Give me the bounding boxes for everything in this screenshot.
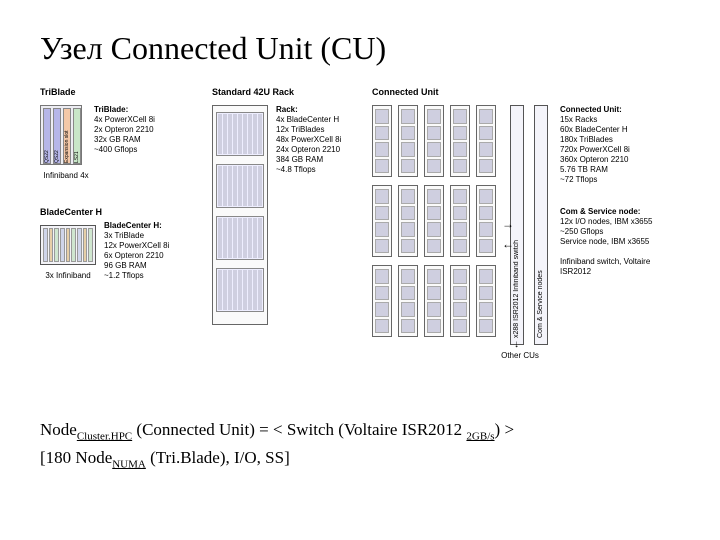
rack-shelf — [216, 268, 264, 312]
blade-slot — [43, 228, 48, 262]
blade-slot — [71, 228, 76, 262]
com-service-box: Com & Service nodes — [534, 105, 548, 345]
other-cus-caption: Other CUs — [490, 351, 550, 360]
cu-spec-l1: 60x BladeCenter H — [560, 125, 628, 134]
arrow-down-icon: ↓ — [514, 339, 519, 350]
triblade-spec-heading: TriBlade: — [94, 105, 128, 114]
comservice-spec-l2: Service node, IBM x3655 — [560, 237, 649, 246]
cu-mini-rack — [372, 105, 392, 177]
formula-l2-sub: NUMA — [112, 458, 146, 470]
cu-spec-l4: 360x Opteron 2210 — [560, 155, 629, 164]
diagram-area: TriBlade QS22QS22Expansion slotLS21 Infi… — [40, 87, 680, 387]
comservice-spec-l0: 12x I/O nodes, IBM x3655 — [560, 217, 653, 226]
rack-shelf — [216, 112, 264, 156]
cu-mini-rack — [398, 105, 418, 177]
triblade-slat: QS22 — [53, 108, 61, 164]
rack-label: Standard 42U Rack — [212, 87, 294, 97]
comservice-spec-l1: ~250 Gflops — [560, 227, 603, 236]
cu-mini-rack — [476, 185, 496, 257]
formula-l1-pre: Node — [40, 420, 77, 439]
formula-l2-post: (Tri.Blade), I/O, SS] — [146, 448, 290, 467]
cu-label: Connected Unit — [372, 87, 439, 97]
bladecenter-spec-l2: 6x Opteron 2210 — [104, 251, 164, 260]
formula-text: NodeCluster.HPC (Connected Unit) = < Swi… — [40, 417, 680, 473]
arrow-racks-right: → — [502, 217, 514, 231]
formula-l1-mid: (Connected Unit) = < Switch (Voltaire IS… — [132, 420, 466, 439]
blade-slot — [83, 228, 88, 262]
triblade-spec-l0: 4x PowerXCell 8i — [94, 115, 155, 124]
bladecenter-spec-l0: 3x TriBlade — [104, 231, 144, 240]
triblade-label: TriBlade — [40, 87, 76, 97]
triblade-slat: LS21 — [73, 108, 81, 164]
bladecenter-spec: BladeCenter H: 3x TriBlade 12x PowerXCel… — [104, 221, 169, 281]
formula-l2-pre: [180 Node — [40, 448, 112, 467]
cu-mini-rack — [424, 265, 444, 337]
blade-slot — [49, 228, 54, 262]
rack-spec-l4: 384 GB RAM — [276, 155, 323, 164]
cu-mini-rack — [450, 265, 470, 337]
triblade-slat: Expansion slot — [63, 108, 71, 164]
blade-slot — [77, 228, 82, 262]
bladecenter-spec-heading: BladeCenter H: — [104, 221, 162, 230]
triblade-spec-l1: 2x Opteron 2210 — [94, 125, 154, 134]
cu-mini-rack — [476, 265, 496, 337]
bladecenter-label: BladeCenter H — [40, 207, 102, 217]
rack-spec-l2: 48x PowerXCell 8i — [276, 135, 341, 144]
comservice-spec-heading: Com & Service node: — [560, 207, 640, 216]
rack-spec-l1: 12x TriBlades — [276, 125, 324, 134]
comservice-spec: Com & Service node: 12x I/O nodes, IBM x… — [560, 207, 680, 277]
triblade-diagram: QS22QS22Expansion slotLS21 — [40, 105, 82, 165]
rack-spec-l0: 4x BladeCenter H — [276, 115, 339, 124]
cu-mini-rack — [424, 105, 444, 177]
cu-mini-rack — [398, 265, 418, 337]
cu-spec-l3: 720x PowerXCell 8i — [560, 145, 630, 154]
bladecenter-spec-l1: 12x PowerXCell 8i — [104, 241, 169, 250]
cu-mini-rack — [372, 185, 392, 257]
triblade-spec: TriBlade: 4x PowerXCell 8i 2x Opteron 22… — [94, 105, 155, 155]
rack-diagram — [212, 105, 268, 325]
formula-l1-post: ) > — [495, 420, 515, 439]
infiniband-4x-caption: Infiniband 4x — [36, 171, 96, 180]
cu-mini-rack — [424, 185, 444, 257]
rack-spec-l3: 24x Opteron 2210 — [276, 145, 340, 154]
cu-mini-rack — [476, 105, 496, 177]
cu-spec-l5: 5.76 TB RAM — [560, 165, 608, 174]
cu-spec: Connected Unit: 15x Racks 60x BladeCente… — [560, 105, 630, 185]
page-title: Узел Connected Unit (CU) — [40, 30, 680, 67]
blade-slot — [88, 228, 93, 262]
triblade-spec-l3: ~400 Gflops — [94, 145, 137, 154]
triblade-spec-l2: 32x GB RAM — [94, 135, 141, 144]
bladecenter-diagram — [40, 225, 96, 265]
rack-shelf — [216, 164, 264, 208]
rack-spec-l5: ~4.8 Tflops — [276, 165, 316, 174]
triblade-slat: QS22 — [43, 108, 51, 164]
blade-slot — [60, 228, 65, 262]
cu-mini-rack — [398, 185, 418, 257]
blade-slot — [54, 228, 59, 262]
cu-mini-rack — [372, 265, 392, 337]
formula-l1-sub2: 2GB/s — [466, 430, 494, 442]
cu-mini-rack — [450, 185, 470, 257]
rack-spec: Rack: 4x BladeCenter H 12x TriBlades 48x… — [276, 105, 341, 175]
rack-spec-heading: Rack: — [276, 105, 298, 114]
arrow-switch-left: ← — [502, 237, 514, 251]
cu-spec-heading: Connected Unit: — [560, 105, 622, 114]
rack-shelf — [216, 216, 264, 260]
cu-spec-l2: 180x TriBlades — [560, 135, 613, 144]
comservice-spec-l4: Infiniband switch, Voltaire ISR2012 — [560, 257, 650, 276]
bladecenter-spec-l4: ~1.2 Tflops — [104, 271, 144, 280]
cu-spec-l0: 15x Racks — [560, 115, 597, 124]
bladecenter-spec-l3: 96 GB RAM — [104, 261, 147, 270]
ibswitch-label: x288 ISR2012 Infiniband switch — [513, 114, 520, 338]
blade-slot — [66, 228, 71, 262]
three-infiniband-caption: 3x Infiniband — [40, 271, 96, 280]
comservice-label: Com & Service nodes — [537, 114, 544, 338]
cu-mini-rack — [450, 105, 470, 177]
formula-l1-sub1: Cluster.HPC — [77, 430, 132, 442]
cu-spec-l6: ~72 Tflops — [560, 175, 597, 184]
